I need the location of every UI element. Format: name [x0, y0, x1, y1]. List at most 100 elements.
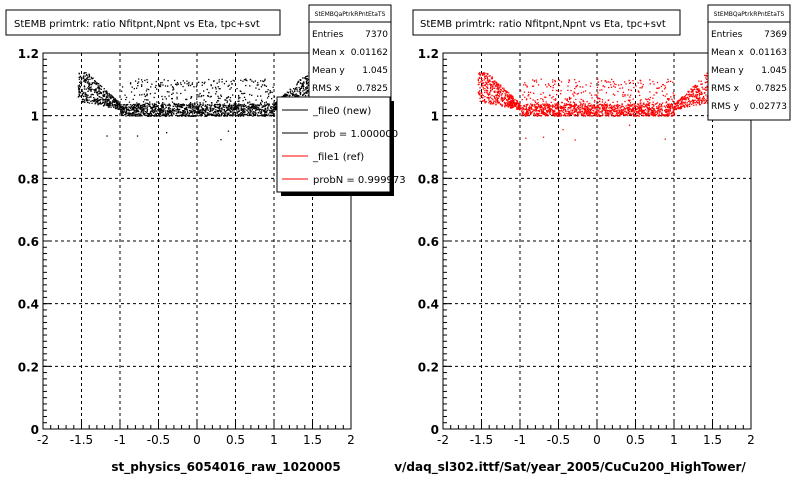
scatter-point [102, 102, 104, 104]
scatter-point [580, 92, 582, 94]
scatter-point [493, 103, 495, 105]
scatter-point [694, 94, 697, 96]
scatter-point [699, 93, 701, 95]
scatter-point [195, 115, 197, 117]
scatter-point [524, 115, 527, 117]
scatter-point [227, 107, 229, 109]
scatter-point [199, 109, 201, 111]
scatter-point [601, 101, 604, 103]
scatter-point [240, 104, 242, 106]
scatter-point [305, 76, 307, 78]
scatter-point [211, 104, 213, 106]
scatter-point [141, 85, 143, 87]
scatter-point [526, 104, 528, 106]
scatter-point [125, 96, 128, 99]
scatter-point [579, 109, 581, 111]
stats-value: 1.045 [761, 66, 787, 76]
scatter-point [638, 108, 641, 110]
scatter-point [666, 113, 669, 115]
scatter-point [217, 110, 219, 113]
scatter-point [521, 114, 523, 116]
scatter-point [586, 114, 589, 116]
scatter-point [665, 104, 668, 107]
scatter-point [298, 90, 300, 93]
scatter-point [176, 96, 178, 98]
scatter-point [493, 100, 495, 103]
scatter-point [300, 87, 303, 89]
scatter-point [621, 87, 624, 89]
scatter-point [641, 108, 643, 111]
scatter-point [487, 87, 489, 90]
scatter-point [177, 107, 179, 110]
scatter-point [507, 97, 509, 99]
scatter-point [614, 115, 617, 117]
scatter-point [483, 79, 485, 81]
scatter-point [146, 113, 149, 115]
scatter-point [657, 109, 659, 111]
scatter-point [86, 76, 89, 78]
scatter-point [271, 112, 273, 114]
scatter-point [291, 90, 293, 92]
scatter-point [563, 107, 565, 110]
scatter-point [204, 113, 206, 115]
scatter-point [611, 114, 613, 116]
scatter-point [155, 110, 157, 112]
scatter-point [695, 86, 697, 88]
scatter-point [237, 115, 240, 117]
scatter-point [188, 115, 190, 117]
scatter-point [478, 93, 480, 95]
scatter-point [531, 104, 533, 107]
scatter-point [664, 109, 666, 111]
scatter-point [143, 93, 145, 95]
scatter-point [531, 85, 534, 87]
scatter-point [524, 105, 526, 107]
scatter-point [637, 103, 639, 105]
scatter-point [567, 104, 569, 106]
scatter-point [487, 73, 489, 75]
scatter-point [553, 109, 555, 111]
scatter-point [108, 106, 110, 109]
scatter-point [214, 111, 216, 113]
scatter-point [574, 104, 576, 106]
scatter-point [621, 111, 623, 114]
scatter-point [685, 105, 688, 107]
scatter-point [177, 83, 179, 85]
scatter-point [264, 114, 267, 116]
scatter-point [491, 103, 493, 105]
scatter-point [654, 112, 657, 114]
scatter-point [94, 99, 96, 101]
scatter-point [117, 104, 119, 106]
scatter-point [505, 94, 507, 97]
scatter-point [120, 104, 122, 106]
scatter-point [294, 88, 297, 90]
scatter-point [590, 108, 592, 110]
scatter-point [146, 99, 148, 101]
scatter-point [554, 110, 556, 112]
scatter-point [652, 111, 655, 114]
scatter-point [539, 115, 542, 117]
scatter-point [145, 90, 148, 92]
scatter-point [79, 90, 81, 93]
scatter-point [159, 110, 161, 112]
scatter-point [701, 83, 703, 85]
scatter-point [511, 95, 513, 97]
scatter-point [168, 111, 170, 113]
scatter-point [546, 107, 549, 109]
scatter-point [256, 114, 258, 116]
scatter-point [135, 108, 137, 110]
scatter-point [263, 110, 266, 112]
scatter-point [231, 104, 233, 106]
scatter-point [102, 94, 104, 96]
scatter-point [194, 110, 196, 112]
scatter-point [576, 85, 578, 88]
scatter-point [642, 114, 644, 117]
scatter-point [142, 113, 145, 115]
scatter-point [223, 115, 225, 117]
scatter-point [211, 110, 213, 112]
scatter-point [678, 107, 680, 109]
scatter-point [169, 110, 171, 112]
scatter-point [220, 111, 222, 113]
scatter-point [186, 80, 188, 82]
scatter-point [609, 106, 611, 109]
